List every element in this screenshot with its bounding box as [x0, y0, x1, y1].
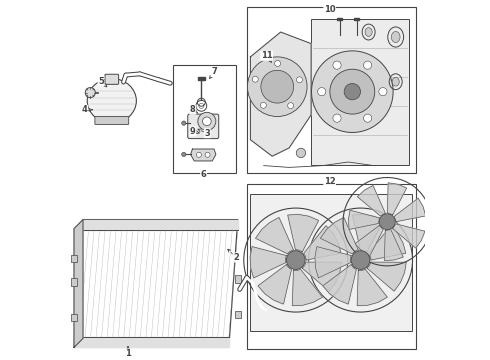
Circle shape [261, 70, 294, 103]
Circle shape [274, 60, 281, 67]
FancyBboxPatch shape [105, 74, 119, 84]
Ellipse shape [365, 28, 372, 36]
Bar [354, 18, 359, 21]
Text: 12: 12 [324, 177, 336, 186]
Bar [337, 18, 343, 21]
Bar [247, 7, 416, 173]
Bar [173, 65, 236, 173]
Circle shape [182, 121, 186, 125]
Circle shape [364, 61, 372, 69]
Polygon shape [394, 198, 426, 222]
Polygon shape [357, 185, 385, 216]
Polygon shape [304, 226, 341, 260]
Polygon shape [355, 225, 383, 256]
Circle shape [205, 152, 210, 157]
Text: 11: 11 [261, 51, 272, 60]
Polygon shape [250, 247, 286, 278]
Text: 3: 3 [204, 129, 210, 138]
Polygon shape [388, 183, 407, 215]
Circle shape [344, 84, 361, 100]
Polygon shape [74, 220, 238, 347]
FancyBboxPatch shape [95, 117, 129, 125]
Text: 5: 5 [98, 77, 104, 85]
Text: 8: 8 [190, 105, 196, 114]
Polygon shape [302, 262, 342, 291]
Text: 6: 6 [201, 170, 207, 179]
Polygon shape [368, 226, 406, 260]
Circle shape [312, 51, 393, 132]
Text: 1: 1 [125, 349, 131, 358]
Text: 9: 9 [190, 127, 196, 136]
Polygon shape [352, 215, 383, 252]
Circle shape [85, 87, 96, 98]
Circle shape [198, 112, 216, 130]
Text: 4: 4 [82, 105, 88, 114]
Polygon shape [384, 230, 403, 261]
Bar [250, 194, 413, 331]
Circle shape [202, 117, 211, 126]
Circle shape [182, 152, 186, 157]
Polygon shape [250, 32, 311, 156]
Circle shape [379, 214, 395, 230]
Text: 2: 2 [233, 253, 239, 262]
Circle shape [196, 152, 201, 157]
FancyBboxPatch shape [188, 114, 219, 139]
Circle shape [330, 69, 375, 114]
Text: 7: 7 [212, 68, 217, 77]
Circle shape [379, 87, 387, 96]
Polygon shape [367, 262, 406, 291]
Bar [311, 19, 409, 165]
Polygon shape [74, 337, 229, 347]
Polygon shape [357, 269, 388, 306]
Bar [198, 77, 205, 80]
Circle shape [333, 114, 341, 122]
Polygon shape [393, 224, 425, 248]
Ellipse shape [392, 77, 399, 86]
Polygon shape [191, 149, 216, 161]
Polygon shape [256, 217, 294, 254]
Bar [71, 255, 77, 262]
Polygon shape [348, 210, 379, 229]
Polygon shape [258, 265, 292, 304]
Text: 10: 10 [324, 4, 336, 13]
Circle shape [318, 87, 326, 96]
Ellipse shape [392, 31, 400, 42]
Polygon shape [83, 220, 238, 230]
Circle shape [260, 102, 266, 108]
Circle shape [247, 57, 307, 117]
Polygon shape [293, 269, 322, 306]
Circle shape [288, 103, 294, 109]
Polygon shape [315, 247, 351, 278]
Bar [235, 311, 241, 318]
Circle shape [364, 114, 372, 122]
Bar [247, 184, 416, 349]
Bar [235, 275, 241, 283]
Bar [71, 279, 77, 286]
Circle shape [252, 76, 258, 82]
Circle shape [286, 251, 305, 269]
Circle shape [296, 77, 302, 83]
Circle shape [296, 148, 306, 158]
Polygon shape [288, 215, 318, 252]
Polygon shape [74, 220, 83, 347]
Ellipse shape [87, 78, 136, 123]
Bar [71, 314, 77, 321]
Circle shape [351, 251, 370, 269]
Circle shape [333, 61, 341, 69]
Polygon shape [323, 265, 356, 304]
Polygon shape [320, 217, 358, 254]
